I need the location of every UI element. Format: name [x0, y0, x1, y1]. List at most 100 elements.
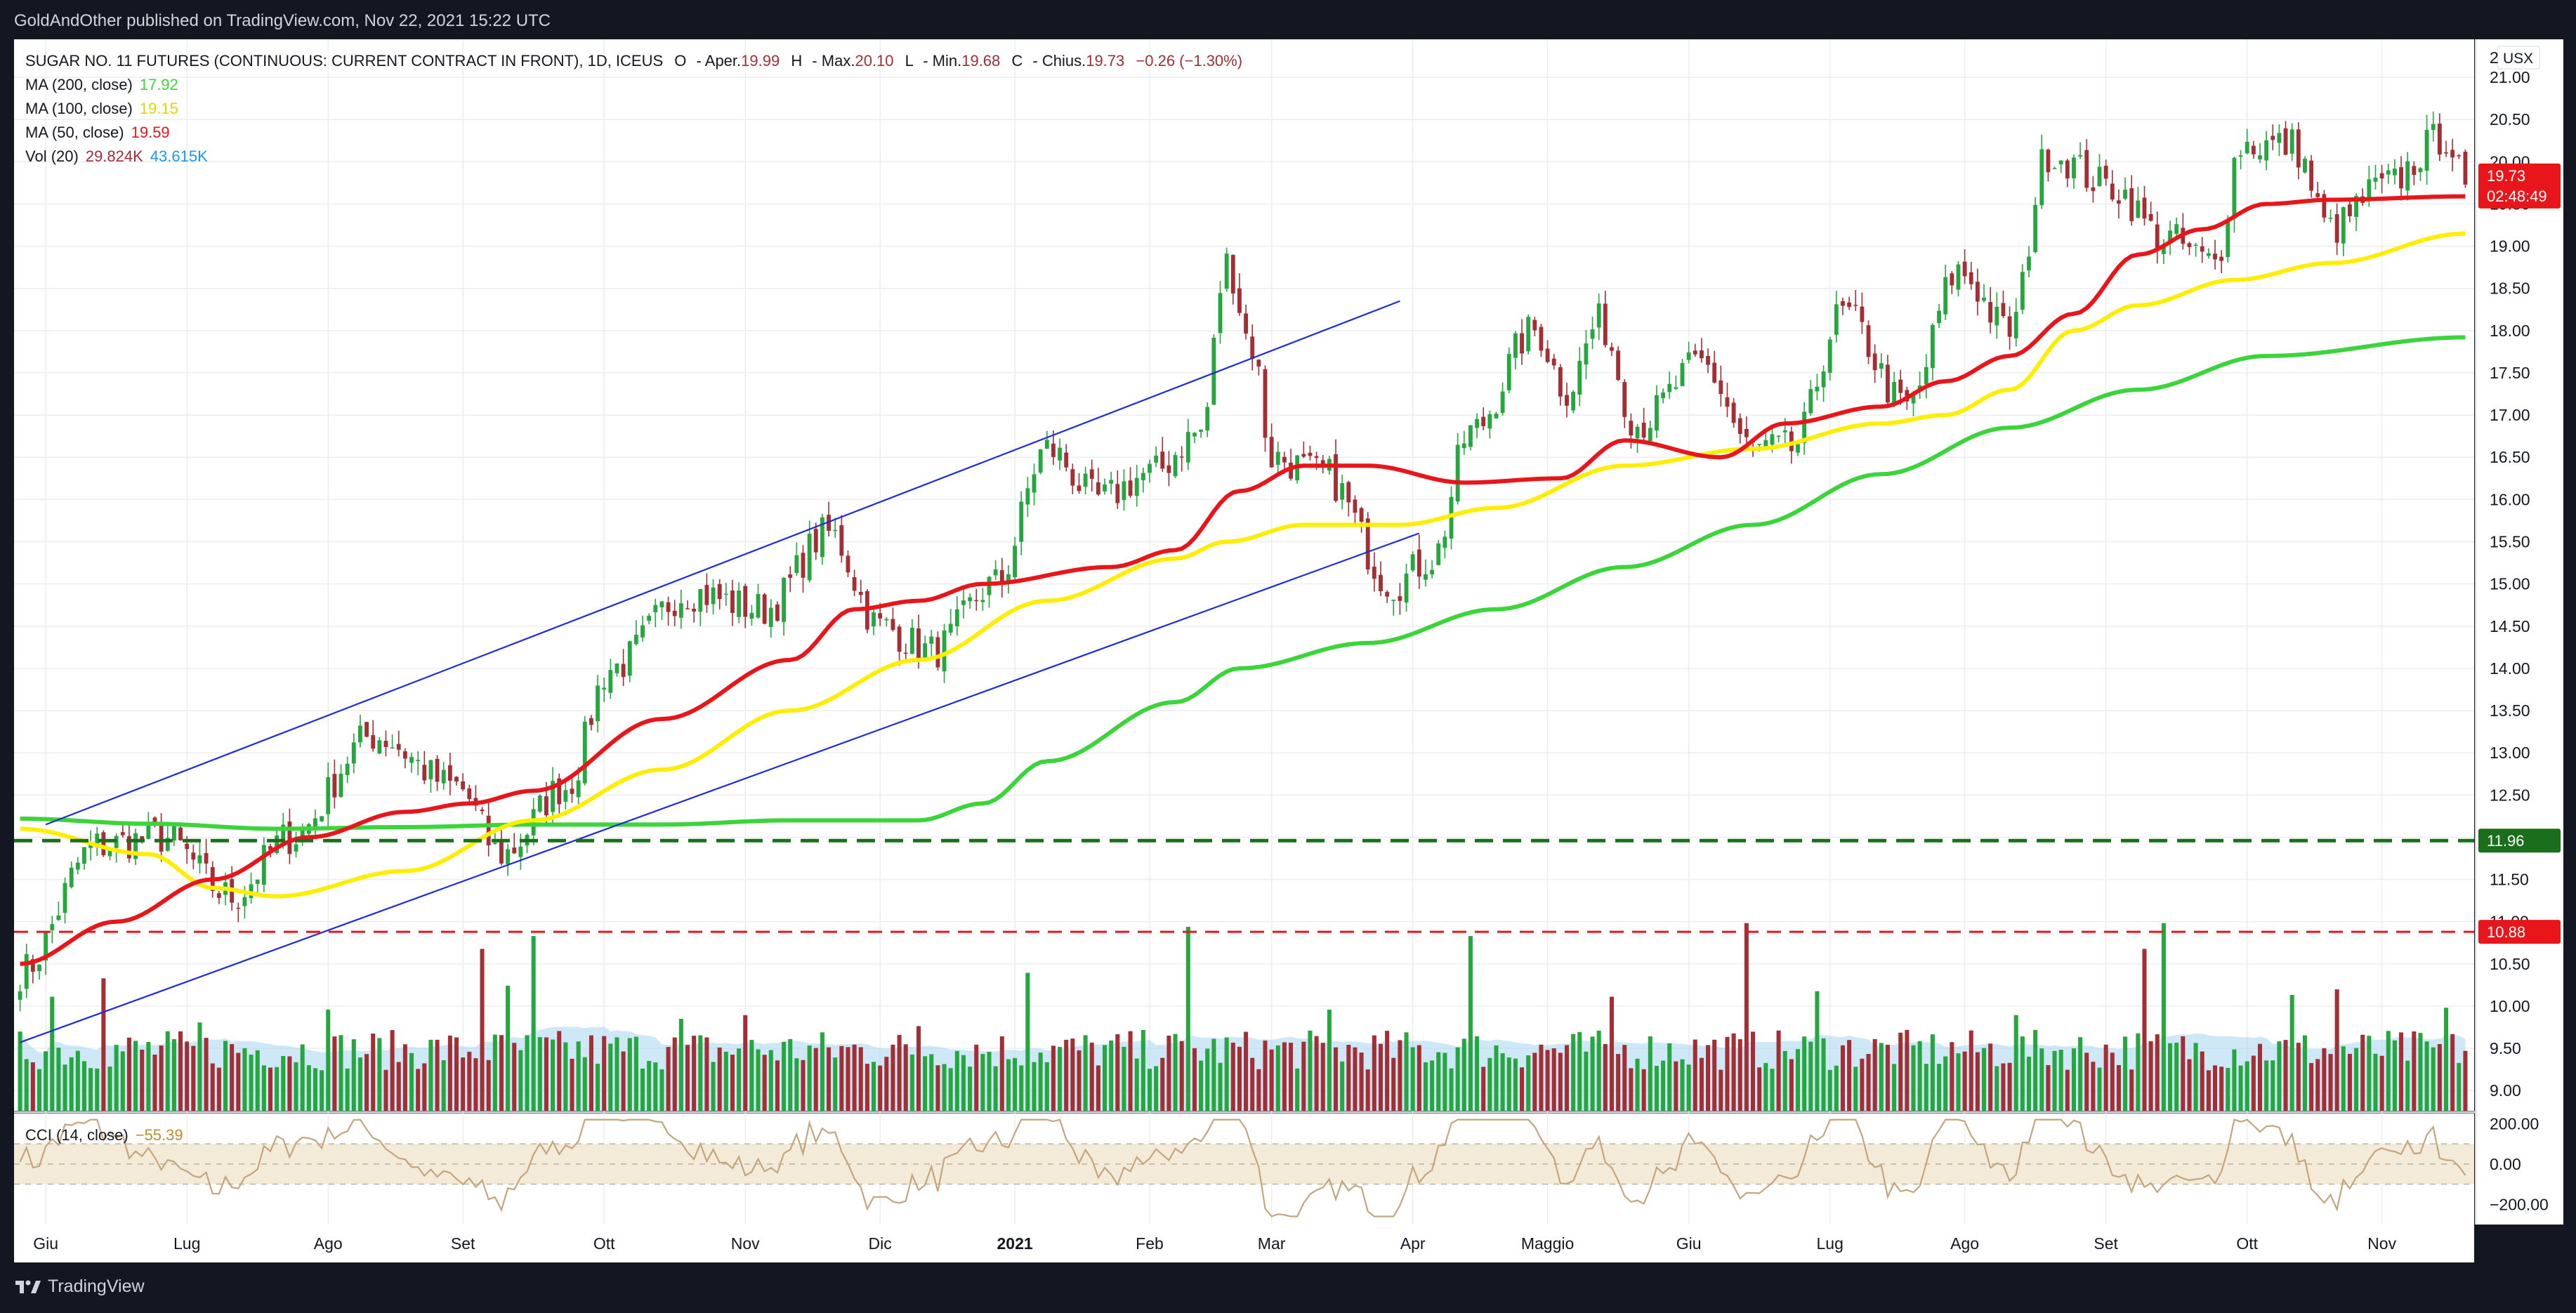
volume-bar: [416, 1069, 421, 1111]
candle-body: [1314, 456, 1319, 458]
price-axis[interactable]: [2476, 39, 2563, 1225]
candle-body: [1661, 392, 1666, 398]
candle-body: [2046, 150, 2051, 173]
candle-body: [2052, 168, 2057, 169]
volume-bar: [1032, 1062, 1037, 1111]
volume-bar: [81, 1061, 86, 1111]
candle-body: [300, 829, 305, 840]
candle-body: [159, 823, 164, 852]
candle-body: [1532, 319, 1537, 331]
legend-main[interactable]: SUGAR NO. 11 FUTURES (CONTINUOUS: CURREN…: [25, 52, 1242, 70]
candle-body: [2386, 170, 2391, 175]
volume-bar: [1661, 1060, 1666, 1111]
volume-bar: [1975, 1052, 1980, 1111]
volume-bar: [18, 1031, 22, 1111]
candle-body: [2065, 160, 2070, 179]
candle-body: [596, 685, 600, 722]
candle-body: [2200, 246, 2204, 252]
candle-body: [872, 612, 876, 627]
volume-bar: [782, 1041, 787, 1111]
last-price-badge: 19.73 02:48:49: [2478, 163, 2561, 209]
candle-body: [551, 781, 556, 812]
candle-body: [1584, 343, 1589, 365]
candle-body: [1513, 333, 1518, 358]
candle-body: [146, 822, 151, 839]
candle-body: [1275, 451, 1280, 465]
candle-body: [980, 600, 985, 602]
volume-bar: [704, 1037, 709, 1111]
candle-body: [717, 583, 722, 600]
volume-bar: [320, 1070, 324, 1111]
volume-bar: [364, 1054, 369, 1111]
volume-bar: [1391, 1057, 1396, 1111]
time-axis[interactable]: [14, 1225, 2474, 1262]
candle-body: [1038, 449, 1043, 473]
volume-bar: [730, 1055, 735, 1111]
volume-bar: [1378, 1043, 1383, 1111]
tradingview-logo-icon: [15, 1280, 41, 1293]
candle-body: [1122, 481, 1126, 501]
legend-ma100[interactable]: MA (100, close) 19.15: [25, 100, 178, 117]
candle-body: [954, 609, 959, 626]
candle-body: [608, 670, 613, 693]
volume-bar: [1847, 1040, 1852, 1111]
candle-body: [2309, 160, 2314, 191]
volume-bar: [2360, 1034, 2365, 1111]
candle-body: [961, 600, 966, 605]
green-line-badge-bg: [2478, 829, 2561, 853]
volume-bar: [2219, 1067, 2224, 1111]
volume-bar: [2418, 1033, 2423, 1111]
tradingview-brand[interactable]: TradingView: [14, 1276, 145, 1297]
candle-body: [1680, 363, 1685, 386]
candle-body: [1179, 456, 1184, 458]
candle-body: [95, 833, 100, 847]
volume-bar: [1802, 1036, 1807, 1111]
volume-bar: [1924, 1064, 1928, 1111]
candle-body: [2058, 160, 2063, 165]
candle-body: [1853, 305, 1858, 306]
candle-body: [2123, 190, 2128, 199]
candle-body: [1224, 253, 1229, 289]
candle-body: [1436, 543, 1441, 565]
candle-body: [909, 628, 914, 654]
volume-bar: [268, 1067, 272, 1111]
candle-body: [2136, 200, 2141, 218]
main-pane[interactable]: [14, 39, 2474, 1111]
volume-bar: [1641, 1069, 1646, 1111]
candle-body: [1128, 480, 1133, 496]
legend-ma200[interactable]: MA (200, close) 17.92: [25, 76, 178, 93]
candle-body: [1969, 272, 1973, 284]
candle-body: [2277, 133, 2282, 143]
volume-bar: [313, 1068, 317, 1111]
time-tick-label: Feb: [1136, 1234, 1164, 1253]
candle-body: [1892, 381, 1897, 405]
volume-bar: [935, 1065, 940, 1111]
price-tick-label: 12.50: [2490, 786, 2530, 804]
volume-bar: [2142, 949, 2147, 1111]
candle-body: [1109, 480, 1114, 484]
candle-body: [320, 816, 324, 822]
legend-vol[interactable]: Vol (20) 29.824K 43.615K: [25, 147, 208, 165]
candle-body: [2412, 166, 2417, 176]
last-price-badge-bg: [2478, 163, 2561, 209]
candle-body: [2187, 243, 2192, 247]
volume-bar: [480, 949, 485, 1111]
volume-bar: [531, 936, 536, 1111]
volume-bar: [596, 1063, 600, 1111]
legend-ma50[interactable]: MA (50, close) 19.59: [25, 124, 170, 141]
candle-body: [833, 529, 838, 532]
candle-body: [512, 847, 517, 854]
volume-bar: [2386, 1031, 2391, 1111]
price-tick-label: 15.00: [2490, 575, 2530, 593]
candle-body: [640, 625, 645, 638]
volume-bar: [1205, 1048, 1210, 1111]
volume-bar: [948, 1068, 953, 1111]
volume-bar: [737, 1048, 742, 1111]
legend-cci[interactable]: CCI (14, close) −55.39: [25, 1126, 183, 1144]
candle-body: [1064, 452, 1069, 468]
candle-body: [1879, 363, 1884, 369]
candle-body: [1494, 414, 1499, 418]
candle-body: [171, 826, 176, 841]
